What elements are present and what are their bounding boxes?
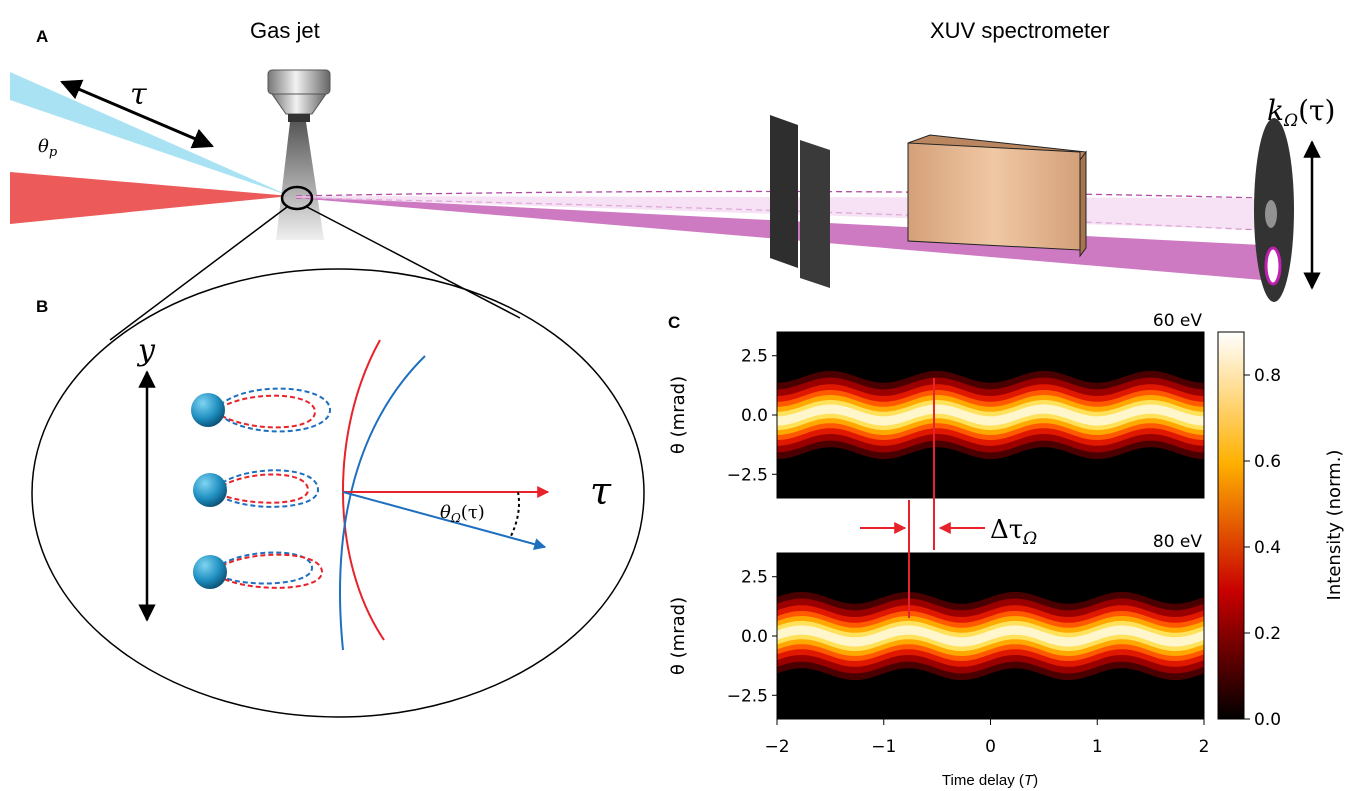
slit-back (800, 140, 830, 288)
wavefront-red (342, 339, 385, 641)
atom-3 (193, 551, 324, 589)
heatmap-80ev-ytick-label: −2.5 (727, 686, 768, 706)
slit-front (770, 115, 798, 268)
xlabel-text: Time delay ( (942, 772, 1024, 789)
xlabel-unit: T (1024, 772, 1035, 789)
heatmap-80ev-title: 80 eV (1153, 532, 1202, 552)
heatmap-80ev (777, 553, 1204, 719)
heatmap-60ev-yticks: 2.5 0.0 −2.5 (727, 347, 777, 485)
detector-icon (1254, 118, 1294, 302)
colorbar-label: Intensity (norm.) (1324, 450, 1345, 601)
xtick-label: −2 (764, 737, 789, 757)
heatmap-60ev (777, 332, 1204, 498)
xtick-label: 1 (1092, 737, 1103, 757)
time-delay-xlabel: Time delay (T) (942, 772, 1038, 789)
spectrometer-grating (907, 134, 1087, 258)
atom-1 (191, 387, 332, 433)
orbit-red (221, 473, 310, 504)
angle-arc (509, 491, 520, 539)
colorbar-tick-label: 0.0 (1254, 710, 1281, 730)
xtick-label: −1 (871, 737, 896, 757)
heatmap-80ev-ytick-label: 0.0 (741, 627, 768, 647)
colorbar-tick-label: 0.4 (1254, 538, 1281, 558)
focus-ellipse (280, 185, 314, 211)
tau-label: τ (130, 77, 147, 112)
heatmap-60ev-ylabel: θ (mrad) (668, 376, 689, 454)
k-symbol: k (1267, 94, 1284, 127)
heatmap-60ev-band-6 (777, 404, 1204, 426)
colorbar (1217, 331, 1245, 720)
heatmap-80ev-bands (777, 591, 1204, 681)
colorbar-tick-label: 0.2 (1254, 624, 1281, 644)
gas-nozzle-icon (267, 69, 331, 122)
colorbar-tick-label: 0.6 (1254, 452, 1281, 472)
k-subscript: Ω (1283, 111, 1298, 131)
atom-icon (193, 473, 227, 507)
theta-p-subscript: p (49, 145, 58, 160)
k-argument: (τ) (1298, 94, 1335, 127)
heatmap-80ev-band-6 (777, 625, 1204, 647)
panel-a-letter: A (36, 27, 48, 46)
colorbar-ticks: 0.0 0.2 0.4 0.6 0.8 (1244, 366, 1281, 730)
gas-jet-title: Gas jet (250, 18, 320, 43)
atom-icon (191, 393, 225, 427)
xtick-label: 0 (985, 737, 996, 757)
orbit-red (219, 394, 317, 429)
panel-b-letter: B (36, 297, 48, 316)
zoom-line-left (109, 206, 288, 341)
orbit-red (221, 553, 324, 589)
delay-arrow (60, 79, 214, 149)
orbit-blue (219, 387, 332, 433)
heatmap-60ev-title: 60 eV (1153, 311, 1202, 331)
theta-omega-symbol: θ (440, 502, 451, 523)
heatmap-80ev-ytick-label: 2.5 (741, 568, 768, 588)
drive-beam (10, 172, 290, 224)
orbit-blue (221, 469, 320, 508)
zoom-line-right (306, 206, 521, 319)
delta-tau-symbol: Δτ (990, 515, 1023, 545)
heatmap-60ev-ytick-label: 0.0 (741, 406, 768, 426)
heatmap-80ev-ylabel: θ (mrad) (668, 597, 689, 675)
zoom-ellipse (31, 268, 645, 718)
y-label: y (136, 333, 156, 368)
panel-c-letter: C (668, 313, 680, 332)
theta-omega-subscript: Ω (450, 511, 461, 525)
heatmap-60ev-bands (777, 370, 1204, 460)
atom-2 (193, 469, 320, 508)
theta-p-symbol: θ (38, 136, 49, 157)
heatmap-80ev-yticks: 2.5 0.0 −2.5 (727, 568, 777, 706)
k-omega-label: kΩ(τ) (1267, 94, 1335, 131)
delta-tau-subscript: Ω (1022, 529, 1037, 549)
colorbar-tick-label: 0.8 (1254, 366, 1281, 386)
propagation-arrow-blue (342, 491, 547, 550)
tau-label-b: τ (590, 469, 612, 513)
spectrometer-title: XUV spectrometer (930, 18, 1110, 43)
heatmap-60ev-ytick-label: 2.5 (741, 347, 768, 367)
theta-p-label: θp (38, 136, 58, 160)
time-delay-xticks: −2 −1 0 1 2 (764, 719, 1209, 757)
xtick-label: 2 (1199, 737, 1210, 757)
orbit-blue (221, 551, 314, 585)
theta-omega-label: θΩ(τ) (440, 502, 485, 525)
delta-tau-label: ΔτΩ (990, 515, 1037, 549)
xlabel-close: ) (1033, 772, 1038, 789)
theta-omega-argument: (τ) (461, 502, 485, 523)
wavefront-blue (339, 355, 426, 651)
atom-icon (193, 555, 227, 589)
gas-jet-cone (276, 122, 324, 240)
heatmap-60ev-ytick-label: −2.5 (727, 465, 768, 485)
